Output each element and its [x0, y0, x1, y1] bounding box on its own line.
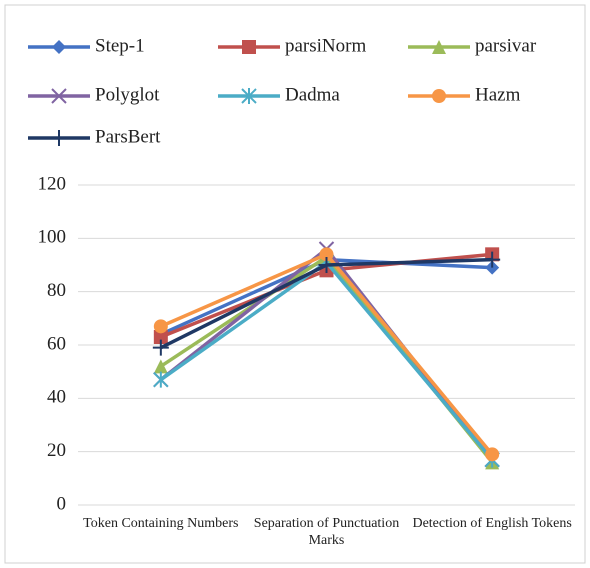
marker-shape — [51, 88, 67, 104]
marker — [242, 40, 256, 54]
marker-shape — [153, 330, 168, 344]
marker-shape — [242, 40, 256, 54]
marker — [153, 319, 168, 334]
legend-label: Step-1 — [95, 35, 145, 56]
legend-label: Polyglot — [95, 84, 160, 105]
y-tick-label: 60 — [47, 333, 66, 354]
x-tick-label: Detection of English Tokens — [412, 516, 572, 531]
marker-shape — [52, 40, 66, 54]
marker-shape — [153, 371, 169, 388]
y-tick-label: 0 — [57, 493, 67, 514]
marker — [52, 40, 66, 54]
marker-shape — [152, 339, 169, 356]
marker — [51, 130, 67, 146]
marker-shape — [318, 257, 335, 273]
y-tick-label: 40 — [47, 387, 66, 408]
marker — [152, 339, 169, 356]
marker — [432, 40, 446, 54]
x-tick-label-box: Token Containing Numbers — [83, 516, 239, 531]
legend-label: Dadma — [285, 84, 340, 105]
marker-shape — [485, 447, 500, 462]
legend-label: Hazm — [475, 84, 521, 105]
marker — [51, 88, 67, 104]
y-tick-label: 20 — [47, 440, 66, 461]
marker-shape — [484, 251, 501, 268]
marker-shape — [319, 247, 334, 262]
marker-shape — [153, 359, 168, 374]
y-tick-label: 100 — [38, 227, 67, 248]
marker-shape — [432, 40, 446, 54]
y-tick-label: 120 — [38, 173, 67, 194]
marker — [153, 330, 168, 344]
x-tick-label: Separation of Punctuation Marks — [253, 516, 400, 548]
y-tick-label: 80 — [47, 280, 66, 301]
legend-label: parsiNorm — [285, 35, 366, 56]
x-tick-label: Token Containing Numbers — [83, 516, 239, 531]
legend-label: parsivar — [475, 35, 537, 56]
marker — [484, 251, 501, 268]
marker-shape — [432, 89, 446, 103]
x-tick-label-box: Separation of Punctuation Marks — [253, 516, 400, 548]
legend-label: ParsBert — [95, 126, 161, 147]
marker — [432, 89, 446, 103]
marker-shape — [51, 130, 67, 146]
marker — [485, 447, 500, 462]
marker-shape — [153, 319, 168, 334]
marker — [241, 88, 257, 104]
marker — [153, 371, 169, 388]
marker-shape — [241, 88, 257, 104]
marker — [153, 359, 168, 374]
marker — [319, 247, 334, 262]
x-tick-label-box: Detection of English Tokens — [412, 516, 572, 531]
marker — [318, 257, 335, 273]
